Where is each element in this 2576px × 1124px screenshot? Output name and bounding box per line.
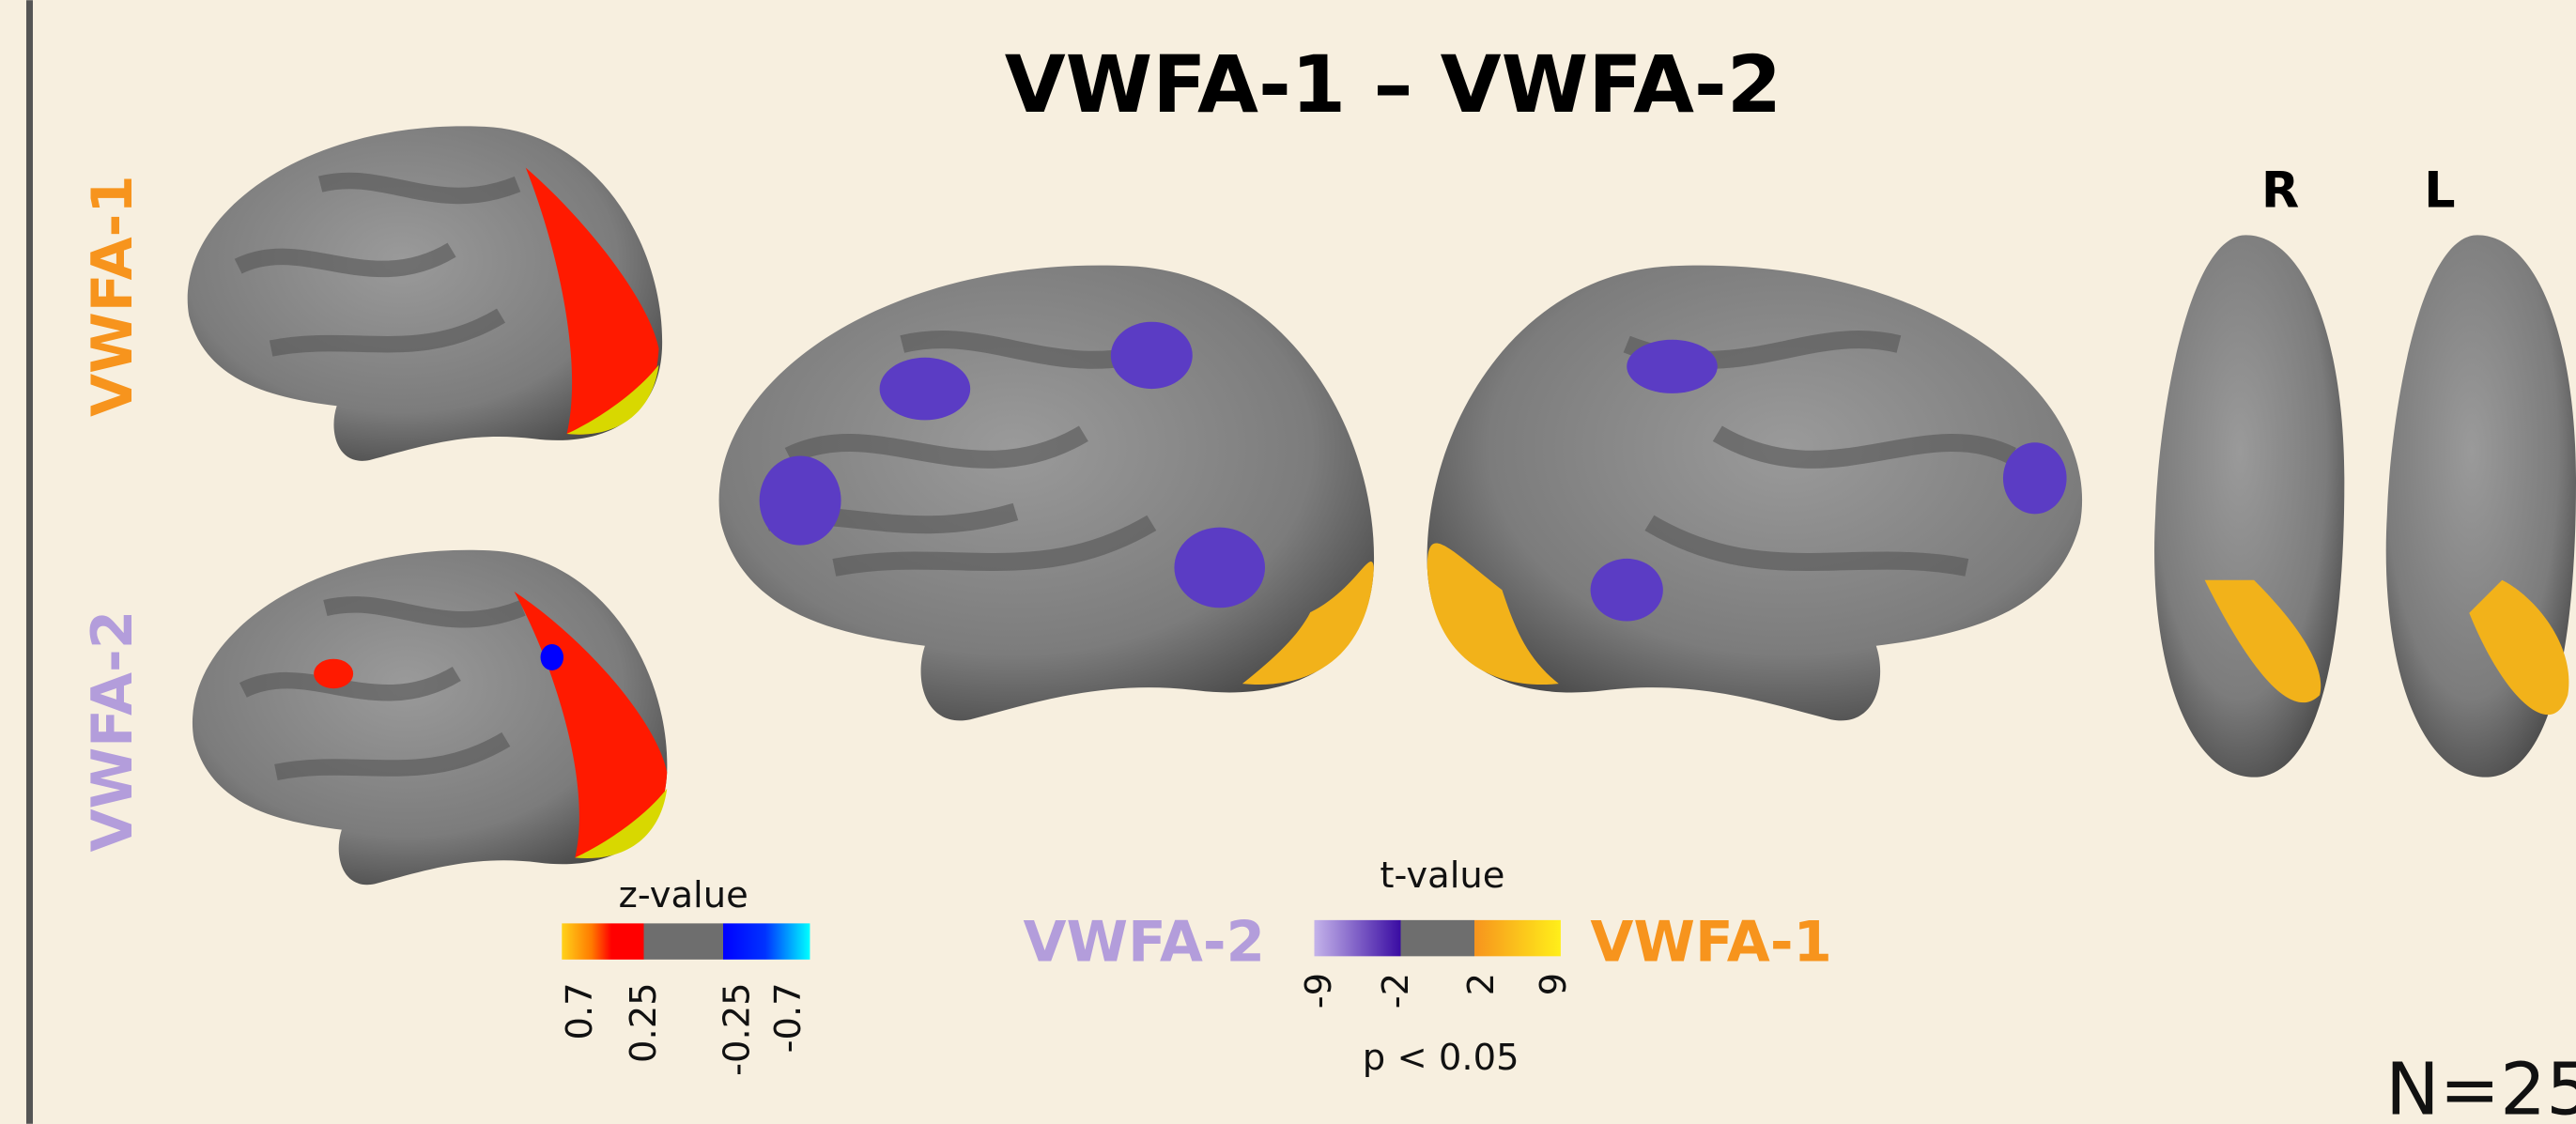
- colorbar-tick: 0.25: [623, 982, 665, 1063]
- brain-ventral-right: [2154, 235, 2344, 777]
- hemisphere-label: L: [2424, 162, 2455, 220]
- brain-ventral-left: [2386, 235, 2576, 777]
- page: VWFA-1 – VWFA-2 VWFA-1 VWFA-2: [0, 0, 2576, 1124]
- brain-lateral-left: [719, 266, 1374, 721]
- row-label: VWFA-1: [81, 175, 146, 417]
- colorbar-tick: -9: [1298, 973, 1340, 1009]
- brain-lateral-small: [193, 550, 667, 885]
- figure-title: VWFA-1 – VWFA-2: [1005, 38, 1782, 131]
- colorbar-end-label: VWFA-1: [1590, 911, 1832, 976]
- left-border: [26, 0, 33, 1124]
- brain-lateral-right: [1427, 266, 2082, 721]
- colorbar-tick: -0.25: [717, 982, 759, 1076]
- threshold-label: p < 0.05: [1363, 1037, 1519, 1079]
- colorbar-title: t-value: [1380, 855, 1504, 897]
- colorbar: [1314, 920, 1560, 956]
- colorbar-tick: 9: [1533, 973, 1575, 995]
- colorbar-tick: -0.7: [767, 982, 810, 1053]
- sample-size: N=25: [2385, 1048, 2576, 1124]
- colorbar-end-label: VWFA-2: [1023, 911, 1265, 976]
- colorbar-tick: 2: [1460, 973, 1503, 995]
- colorbar-tick: -2: [1375, 973, 1417, 1009]
- hemisphere-label: R: [2261, 162, 2299, 220]
- colorbar-title: z-value: [619, 874, 748, 916]
- colorbar-tick: 0.7: [559, 982, 601, 1039]
- figure: VWFA-1 – VWFA-2 VWFA-1 VWFA-2: [0, 0, 2576, 1124]
- colorbar: [562, 923, 810, 959]
- brain-lateral-small: [188, 126, 662, 460]
- row-label: VWFA-2: [81, 610, 146, 853]
